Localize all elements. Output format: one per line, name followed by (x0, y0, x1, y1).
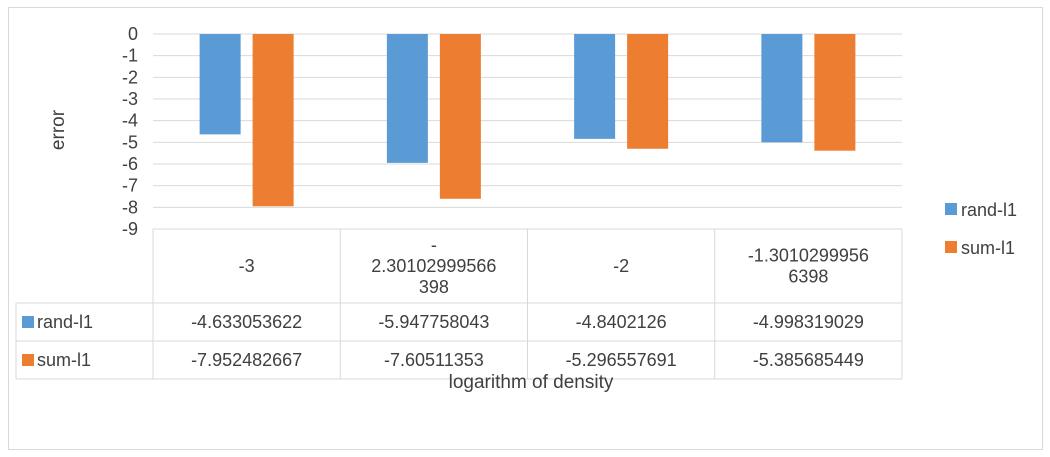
y-tick-label: -6 (122, 154, 138, 174)
bar-rand-l1 (574, 34, 616, 139)
y-tick-label: -1 (122, 46, 138, 66)
bar-sum-l1 (252, 34, 294, 207)
bar-sum-l1 (439, 34, 481, 199)
y-tick-label: -3 (122, 89, 138, 109)
y-axis-ticks: 0-1-2-3-4-5-6-7-8-9 (122, 24, 138, 239)
bars (199, 34, 856, 207)
data-label: -4.998319029 (753, 312, 864, 332)
legend-label: rand-l1 (961, 200, 1017, 220)
data-label: -4.633053622 (191, 312, 302, 332)
data-label: -4.8402126 (576, 312, 667, 332)
y-tick-label: -4 (122, 111, 138, 131)
x-axis-label: logarithm of density (449, 372, 614, 393)
table-series-name: rand-l1 (37, 312, 93, 332)
data-label: -7.60511353 (384, 350, 484, 370)
bar-rand-l1 (199, 34, 241, 135)
x-tick-label: -3 (239, 256, 255, 276)
x-tick-label: 6398 (788, 267, 828, 287)
x-tick-label: - (431, 235, 437, 255)
legend-swatch (945, 241, 957, 253)
y-axis-label: error (48, 109, 69, 150)
x-tick-label: 2.30102999566 (371, 256, 496, 276)
y-tick-label: 0 (128, 24, 138, 44)
legend-label: sum-l1 (961, 238, 1015, 258)
x-tick-label: 398 (419, 277, 449, 297)
y-tick-label: -7 (122, 176, 138, 196)
y-tick-label: -8 (122, 197, 138, 217)
table-legend-key (22, 354, 34, 366)
table-series-name: sum-l1 (37, 350, 91, 370)
bar-rand-l1 (386, 34, 428, 163)
table-legend-key (22, 316, 34, 328)
data-label: -7.952482667 (191, 350, 302, 370)
bar-rand-l1 (761, 34, 803, 143)
bar-sum-l1 (814, 34, 856, 151)
bar-sum-l1 (627, 34, 669, 149)
y-tick-label: -5 (122, 132, 138, 152)
x-tick-label: -2 (613, 256, 629, 276)
legend: rand-l1 sum-l1 (945, 200, 1017, 258)
legend-swatch (945, 203, 957, 215)
data-label: -5.385685449 (753, 350, 864, 370)
y-tick-label: -9 (122, 219, 138, 239)
data-label: -5.296557691 (566, 350, 677, 370)
data-label: -5.947758043 (378, 312, 489, 332)
y-tick-label: -2 (122, 67, 138, 87)
x-tick-label: -1.3010299956 (748, 246, 869, 266)
